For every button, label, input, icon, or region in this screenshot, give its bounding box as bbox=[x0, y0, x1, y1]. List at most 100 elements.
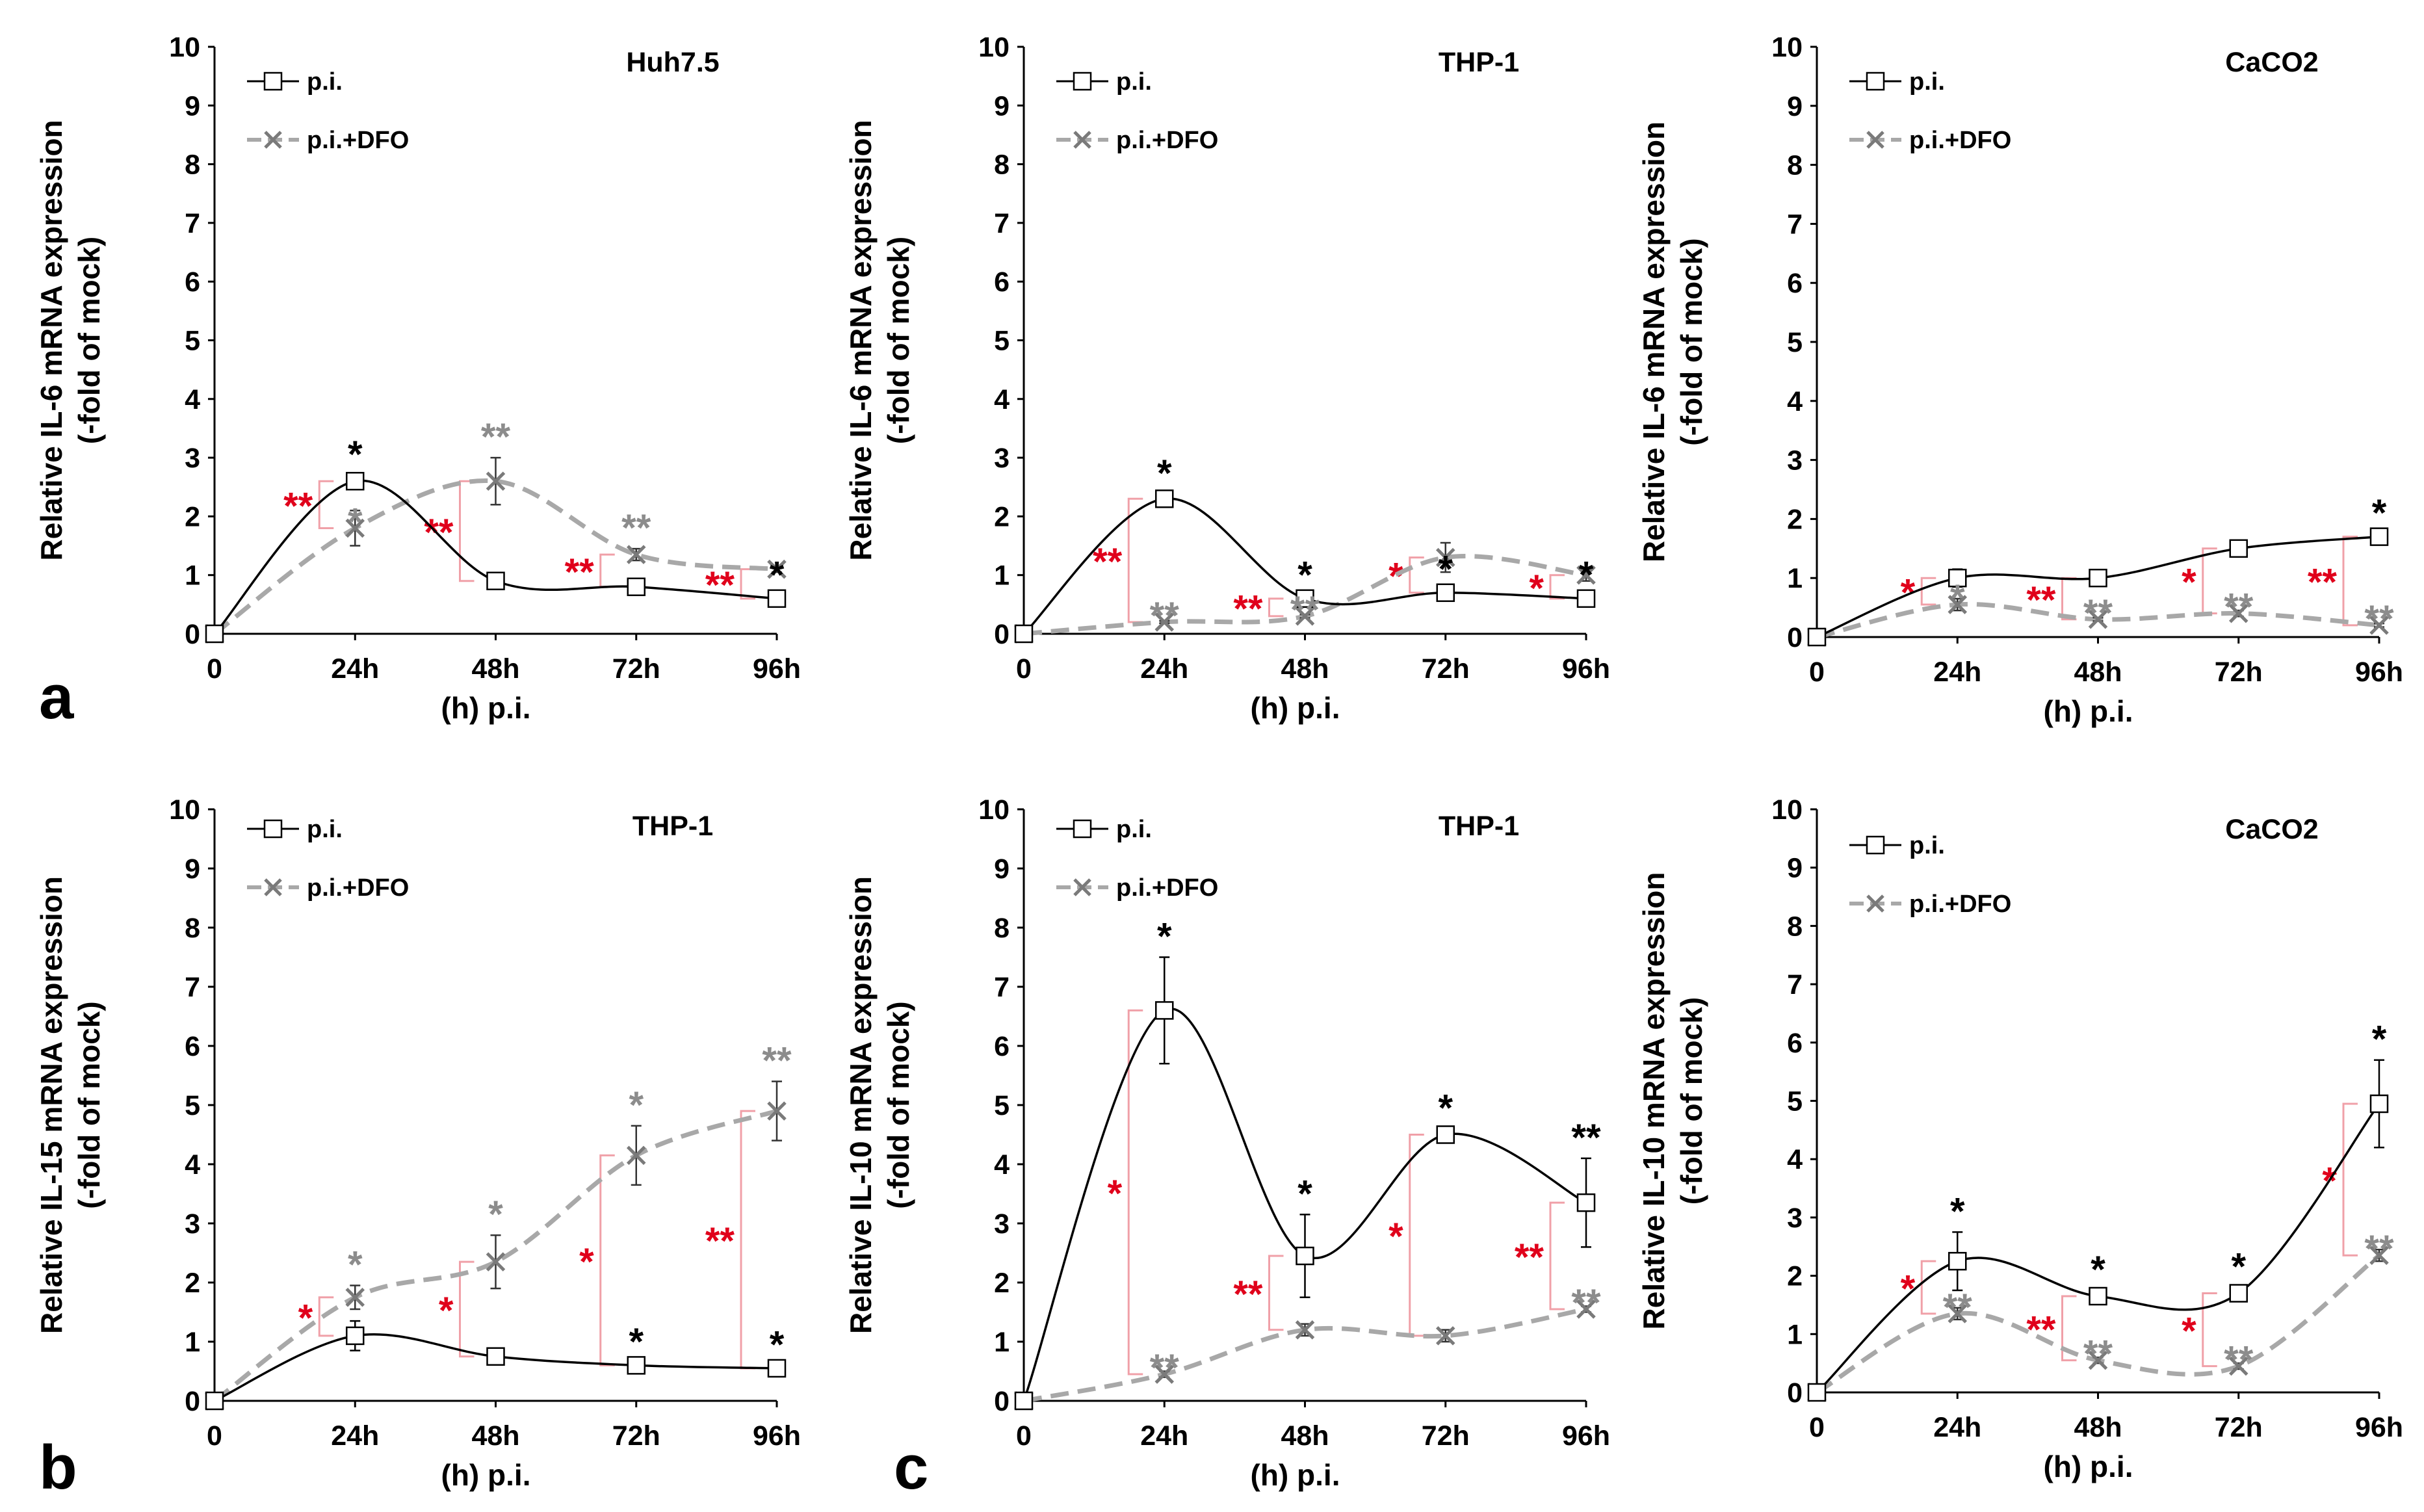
significance-label-pi: * bbox=[1157, 452, 1172, 495]
y-tick-label: 10 bbox=[169, 794, 200, 826]
y-tick-label: 7 bbox=[185, 972, 200, 1003]
y-axis-title-unit: (-fold of mock) bbox=[1675, 238, 1708, 445]
y-tick-label: 1 bbox=[994, 1327, 1010, 1358]
data-point-pi-dfo bbox=[1948, 1304, 1968, 1323]
x-axis-title: (h) p.i. bbox=[2044, 1450, 2133, 1483]
x-tick-label: 48h bbox=[1281, 653, 1329, 684]
legend-label-pi-dfo: p.i.+DFO bbox=[1909, 127, 2011, 154]
y-tick-label: 8 bbox=[1787, 911, 1803, 942]
y-tick-label: 8 bbox=[185, 913, 200, 944]
comparison-bracket bbox=[2202, 1292, 2217, 1368]
data-point-pi bbox=[346, 1326, 365, 1346]
significance-label-pi-dfo: ** bbox=[1150, 595, 1180, 637]
panel-label-a: a bbox=[39, 662, 74, 732]
comparison-significance-label: ** bbox=[2026, 579, 2056, 621]
data-point-pi bbox=[1807, 1383, 1827, 1402]
chart-title: CaCO2 bbox=[2225, 47, 2318, 78]
comparison-significance-label: ** bbox=[283, 485, 313, 527]
data-point-pi-dfo bbox=[2228, 603, 2248, 623]
y-tick-label: 8 bbox=[1787, 150, 1803, 181]
legend-marker-pi bbox=[1073, 72, 1092, 91]
legend-label-pi-dfo: p.i.+DFO bbox=[1909, 891, 2011, 918]
x-tick-label: 48h bbox=[471, 1420, 519, 1452]
comparison-significance-label: * bbox=[1529, 567, 1544, 610]
data-point-pi bbox=[1576, 589, 1596, 608]
y-tick-label: 2 bbox=[994, 1268, 1010, 1299]
comparison-bracket bbox=[318, 1296, 334, 1337]
comparison-bracket bbox=[2342, 1102, 2358, 1257]
comparison-significance-label: * bbox=[579, 1241, 594, 1283]
x-tick-label: 72h bbox=[2215, 657, 2263, 688]
x-axis-title: (h) p.i. bbox=[1251, 691, 1340, 725]
x-tick-label: 72h bbox=[612, 1420, 660, 1452]
y-tick-label: 5 bbox=[994, 326, 1010, 357]
comparison-bracket bbox=[1268, 1255, 1284, 1331]
data-point-pi-dfo bbox=[1295, 1320, 1315, 1340]
y-tick-label: 0 bbox=[994, 1386, 1010, 1417]
y-tick-label: 1 bbox=[185, 1327, 200, 1358]
chart-title: THP-1 bbox=[1439, 47, 1519, 78]
data-point-pi bbox=[767, 589, 787, 608]
x-tick-label: 0 bbox=[1809, 657, 1825, 688]
significance-label-pi-dfo: ** bbox=[2083, 1333, 2113, 1375]
data-point-pi-dfo bbox=[2369, 1245, 2389, 1265]
y-tick-label: 1 bbox=[185, 560, 200, 592]
data-point-pi-dfo bbox=[1576, 565, 1596, 585]
legend-label-pi: p.i. bbox=[307, 68, 343, 96]
comparison-significance-label: ** bbox=[705, 1220, 735, 1262]
chart-title: THP-1 bbox=[1439, 811, 1519, 842]
data-point-pi bbox=[1014, 1391, 1034, 1411]
significance-label-pi-dfo: ** bbox=[621, 507, 651, 549]
y-tick-label: 2 bbox=[185, 1268, 200, 1299]
y-tick-label: 1 bbox=[994, 560, 1010, 592]
data-point-pi-dfo bbox=[345, 1287, 365, 1307]
significance-label-pi: * bbox=[1157, 916, 1172, 958]
data-point-pi-dfo bbox=[1154, 1364, 1175, 1384]
significance-label-pi: * bbox=[1579, 554, 1594, 596]
significance-label-pi: * bbox=[1297, 1173, 1312, 1215]
data-point-pi bbox=[1296, 589, 1314, 608]
y-tick-label: 1 bbox=[1787, 1319, 1803, 1350]
comparison-bracket bbox=[740, 568, 755, 600]
y-tick-label: 3 bbox=[185, 443, 200, 474]
y-tick-label: 3 bbox=[994, 443, 1010, 474]
data-point-pi-dfo bbox=[1154, 612, 1175, 632]
data-point-pi-dfo bbox=[767, 559, 787, 579]
data-point-pi-dfo bbox=[2228, 1356, 2248, 1376]
data-point-pi-dfo bbox=[1948, 595, 1968, 614]
significance-label-pi-dfo: ** bbox=[2364, 598, 2394, 640]
significance-label-pi-dfo: ** bbox=[1290, 589, 1320, 631]
data-point-pi bbox=[346, 471, 365, 491]
y-axis-title: Relative IL-15 mRNA expression bbox=[34, 876, 68, 1334]
x-tick-label: 48h bbox=[2074, 1412, 2122, 1443]
comparison-bracket bbox=[2342, 536, 2358, 627]
legend-marker-pi-dfo bbox=[1073, 878, 1091, 896]
comparison-significance-label: ** bbox=[424, 512, 454, 554]
y-tick-label: 8 bbox=[994, 913, 1010, 944]
chart-panel-3: 0 1 2 3 4 5 6 7 8 9 10 0 24h 48h 72h 96h (h) p.i. Relativ… bbox=[1637, 32, 2403, 728]
significance-label-pi: * bbox=[629, 1321, 644, 1363]
y-axis-title: Relative IL-10 mRNA expression bbox=[844, 876, 878, 1334]
x-tick-label: 48h bbox=[471, 653, 519, 684]
legend-marker-pi bbox=[263, 819, 283, 839]
y-tick-label: 3 bbox=[185, 1208, 200, 1240]
comparison-bracket bbox=[2061, 577, 2077, 621]
x-tick-label: 72h bbox=[1422, 653, 1470, 684]
y-tick-label: 5 bbox=[1787, 327, 1803, 358]
legend-marker-pi bbox=[1866, 835, 1885, 855]
x-tick-label: 48h bbox=[1281, 1420, 1329, 1452]
data-point-pi-dfo bbox=[1435, 1326, 1455, 1346]
y-tick-label: 2 bbox=[1787, 504, 1803, 535]
x-tick-label: 0 bbox=[1016, 1420, 1032, 1452]
x-axis-title: (h) p.i. bbox=[441, 1458, 531, 1492]
significance-label-pi: * bbox=[770, 1323, 785, 1366]
comparison-bracket bbox=[318, 480, 334, 529]
series-line-pi bbox=[1023, 497, 1587, 635]
comparison-bracket bbox=[459, 480, 475, 582]
data-point-pi bbox=[486, 1347, 505, 1366]
y-tick-label: 0 bbox=[1787, 622, 1803, 653]
legend-label-pi-dfo: p.i.+DFO bbox=[1116, 127, 1218, 154]
y-tick-label: 4 bbox=[185, 1149, 200, 1180]
significance-label-pi-dfo: ** bbox=[2083, 592, 2113, 634]
